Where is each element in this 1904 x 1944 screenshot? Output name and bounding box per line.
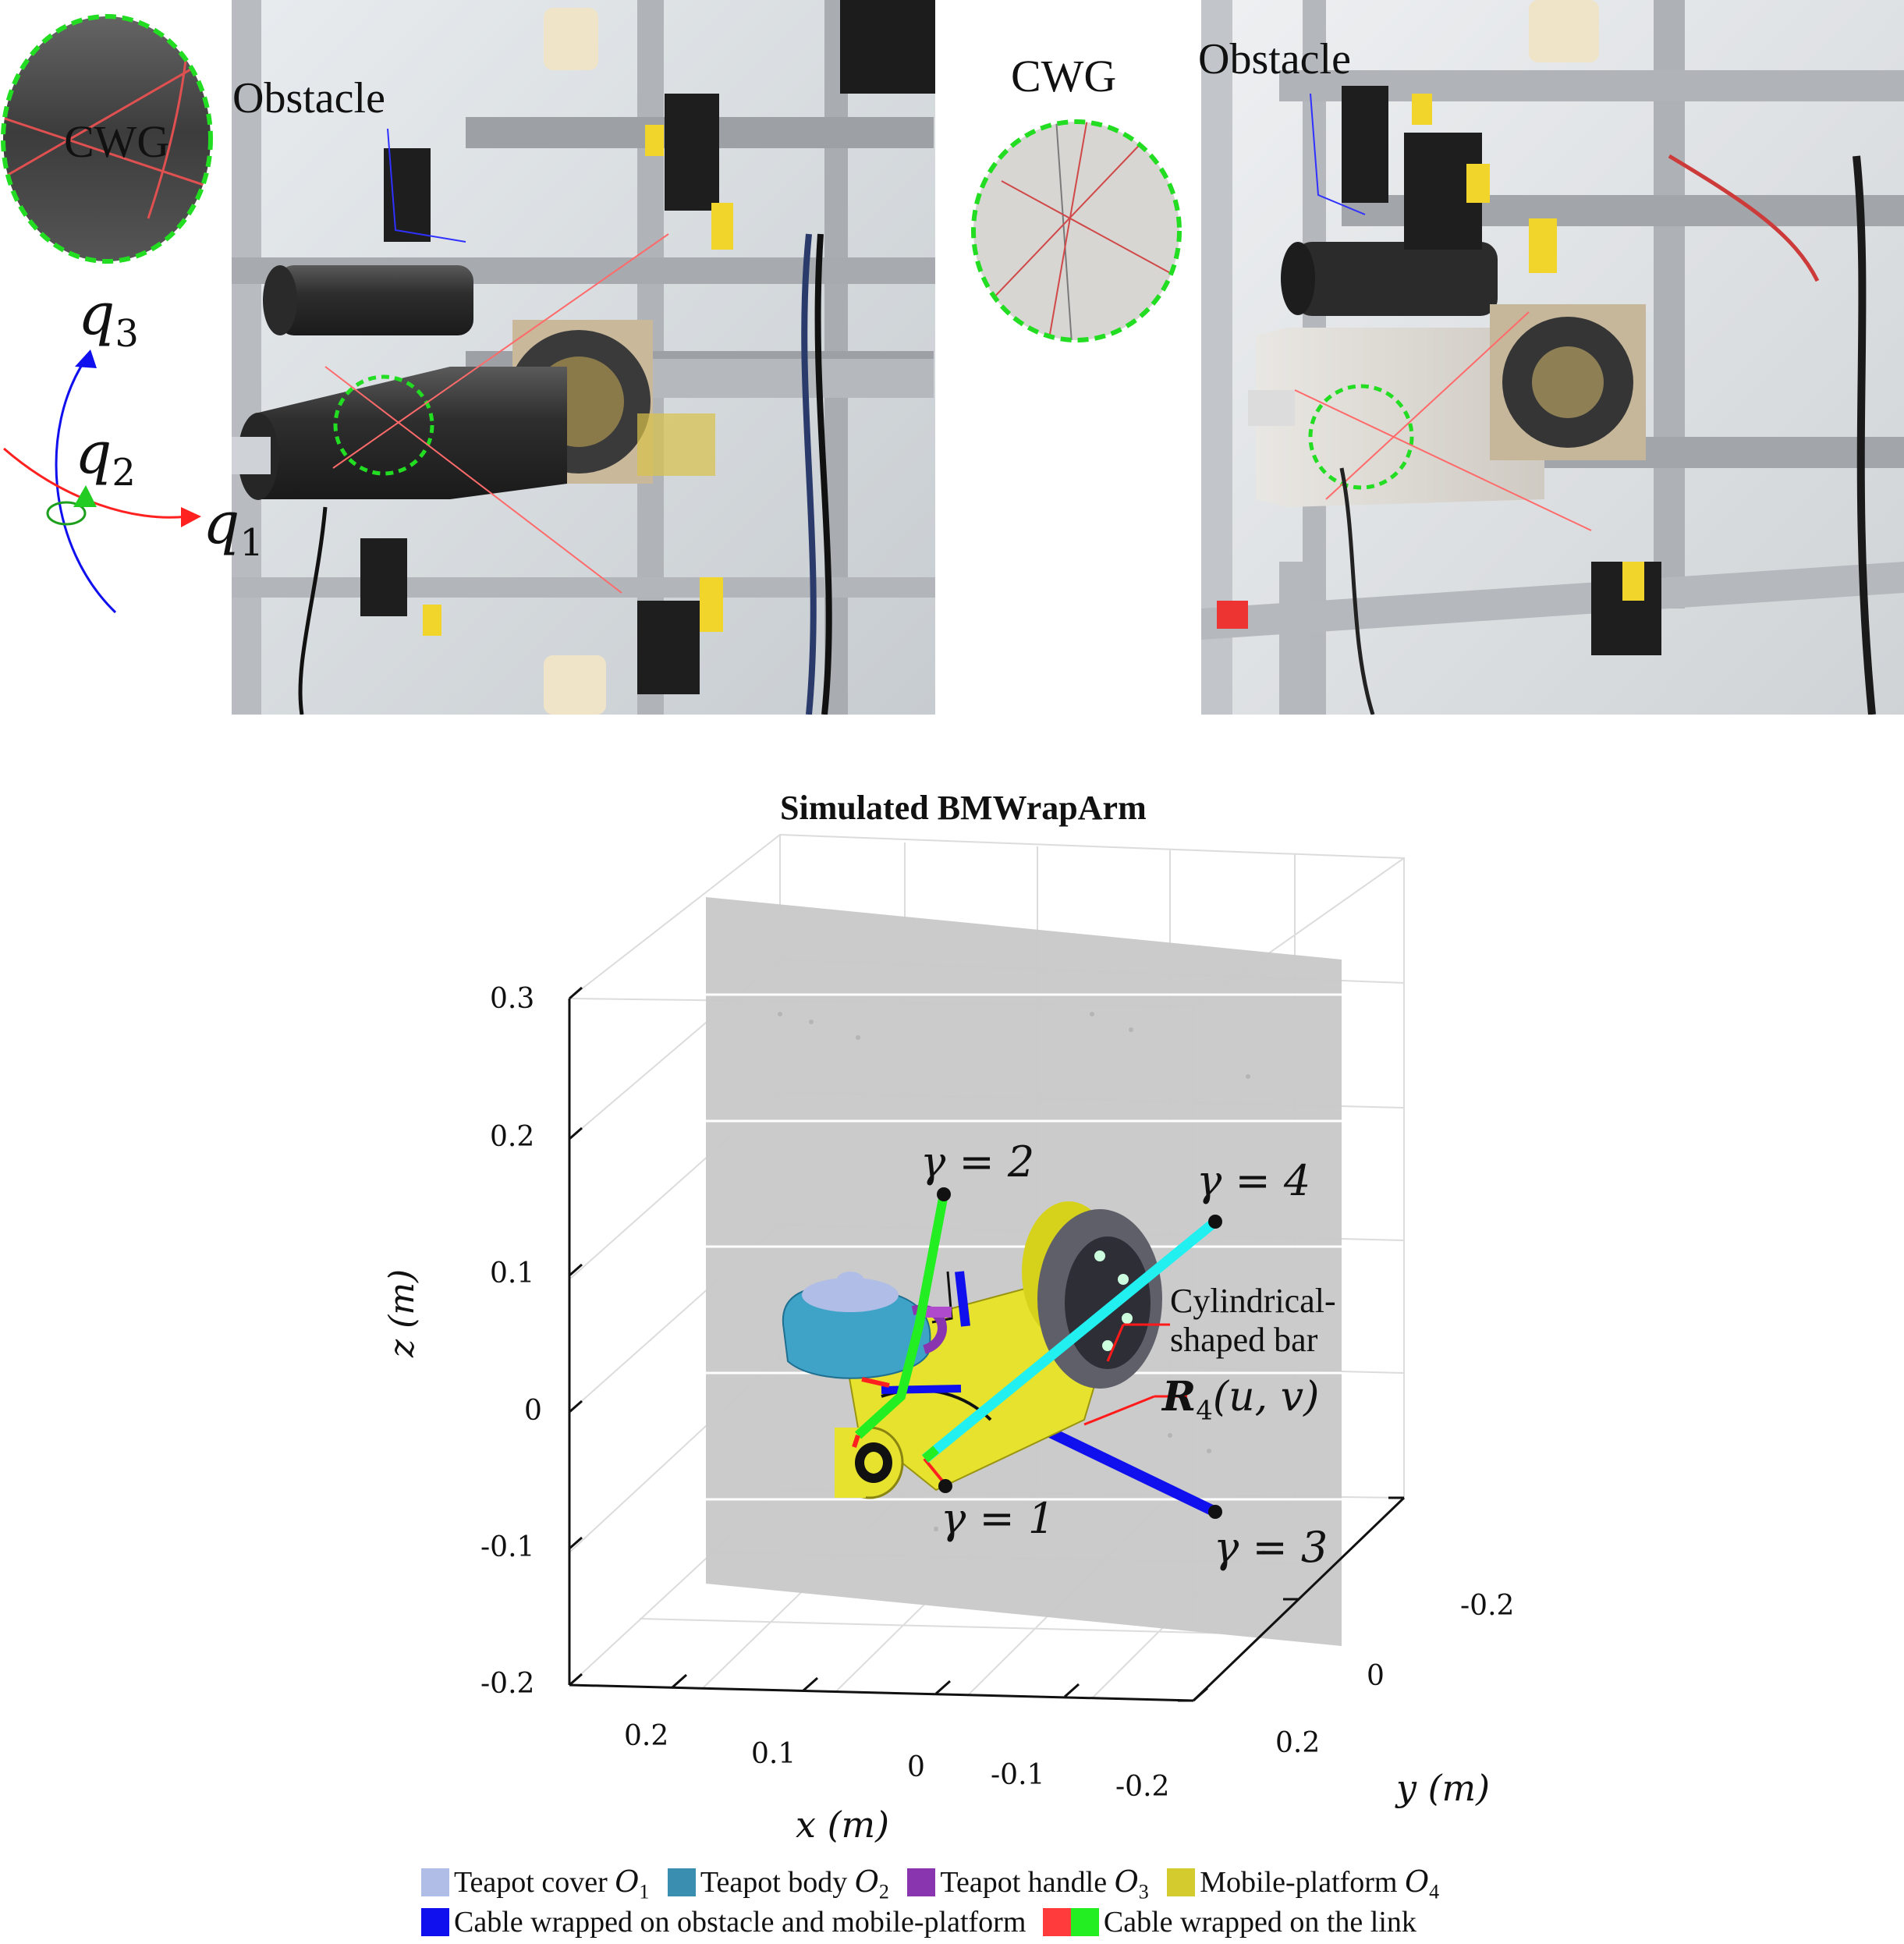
q1-arrowhead bbox=[181, 507, 201, 527]
legend-swatch-mobile-platform bbox=[1167, 1868, 1196, 1896]
x-tick-neg0.1: -0.1 bbox=[991, 1759, 1045, 1791]
legend-row-1: Teapot cover O1 Teapot body O2 Teapot ha… bbox=[421, 1864, 1439, 1904]
anchor-gamma-4 bbox=[1208, 1215, 1222, 1229]
z-tick-0.1: 0.1 bbox=[490, 1258, 535, 1289]
z-tick-0.2: 0.2 bbox=[490, 1121, 535, 1153]
legend-item-teapot-cover: Teapot cover O1 bbox=[421, 1864, 657, 1903]
gamma-3-label: γ = 3 bbox=[1214, 1523, 1328, 1572]
y-tick-neg0.2: -0.2 bbox=[1460, 1590, 1515, 1622]
z-tick-0.3: 0.3 bbox=[490, 983, 535, 1015]
legend-swatch-cable-obstacle bbox=[421, 1908, 449, 1936]
left-photo bbox=[232, 0, 935, 715]
z-tick-marks bbox=[569, 986, 583, 1687]
legend-swatch-cable-link-green bbox=[1070, 1908, 1099, 1936]
x-tick-0: 0 bbox=[907, 1751, 925, 1783]
gamma-4-label: γ = 4 bbox=[1197, 1156, 1311, 1205]
z-tick-0: 0 bbox=[524, 1395, 542, 1427]
surface-annotation: R4(u, v) bbox=[1162, 1373, 1320, 1427]
anchor-gamma-3 bbox=[1208, 1505, 1222, 1519]
cable-blue-top bbox=[955, 1271, 970, 1327]
left-obstacle-label: Obstacle bbox=[232, 74, 385, 122]
z-tick-neg0.1: -0.1 bbox=[480, 1531, 535, 1563]
legend-swatch-cable-link-red bbox=[1042, 1908, 1071, 1936]
left-photo-scene bbox=[232, 0, 935, 715]
legend-item-mobile-platform: Mobile-platform O4 bbox=[1167, 1864, 1439, 1903]
left-cwg-inset bbox=[0, 0, 217, 265]
plot-title: Simulated BMWrapArm bbox=[780, 789, 1147, 827]
y-axis-label: y (m) bbox=[1396, 1767, 1491, 1809]
y-tick-0: 0 bbox=[1367, 1660, 1385, 1692]
x-tick-neg0.2: -0.2 bbox=[1115, 1771, 1170, 1803]
right-photo-scene bbox=[1201, 0, 1904, 715]
legend-item-teapot-handle: Teapot handle O3 bbox=[907, 1864, 1156, 1903]
legend-swatch-teapot-cover bbox=[421, 1868, 449, 1896]
q2-label: q2 bbox=[75, 420, 136, 495]
cylindrical-bar bbox=[1037, 1209, 1162, 1389]
right-cwg-label: CWG bbox=[1011, 51, 1117, 101]
x-tick-marks bbox=[672, 1673, 1208, 1702]
annotation-pointers bbox=[1083, 1323, 1187, 1426]
q3-label: q3 bbox=[78, 281, 139, 356]
cable-2 bbox=[854, 1193, 948, 1439]
bar-annotation-line2: shaped bar bbox=[1170, 1321, 1318, 1359]
x-tick-0.1: 0.1 bbox=[751, 1738, 796, 1770]
gamma-1-label: γ = 1 bbox=[941, 1494, 1055, 1543]
y-tick-0.2: 0.2 bbox=[1275, 1727, 1321, 1759]
y-tick-marks bbox=[1178, 1496, 1404, 1702]
z-axis-label: z (m) bbox=[382, 1268, 422, 1357]
left-cwg-label: CWG bbox=[64, 116, 170, 167]
z-tick-neg0.2: -0.2 bbox=[480, 1668, 535, 1700]
legend-swatch-teapot-handle bbox=[907, 1868, 936, 1896]
x-axis-label: x (m) bbox=[796, 1804, 890, 1846]
legend-item-teapot-body: Teapot body O2 bbox=[667, 1864, 897, 1903]
legend-item-cable-link: Cable wrapped on the link bbox=[1042, 1906, 1416, 1939]
teapot bbox=[782, 1272, 952, 1379]
x-tick-0.2: 0.2 bbox=[624, 1720, 669, 1752]
q3-arrowhead bbox=[75, 349, 97, 368]
cable-4 bbox=[921, 1217, 1219, 1463]
legend-row-2: Cable wrapped on obstacle and mobile-pla… bbox=[421, 1905, 1416, 1939]
right-cwg-inset bbox=[970, 119, 1182, 343]
bar-annotation-line1: Cylindrical- bbox=[1170, 1282, 1336, 1320]
anchor-gamma-2 bbox=[937, 1187, 951, 1201]
joint-arrows bbox=[3, 349, 201, 614]
q1-label: q1 bbox=[203, 490, 264, 565]
right-photo bbox=[1201, 0, 1904, 715]
legend-item-cable-obstacle: Cable wrapped on obstacle and mobile-pla… bbox=[421, 1906, 1034, 1939]
anchor-gamma-1 bbox=[938, 1479, 952, 1493]
q2-arrowhead bbox=[73, 485, 97, 507]
legend-swatch-teapot-body bbox=[667, 1868, 696, 1896]
gamma-2-label: γ = 2 bbox=[920, 1137, 1035, 1187]
right-obstacle-label: Obstacle bbox=[1198, 35, 1351, 83]
